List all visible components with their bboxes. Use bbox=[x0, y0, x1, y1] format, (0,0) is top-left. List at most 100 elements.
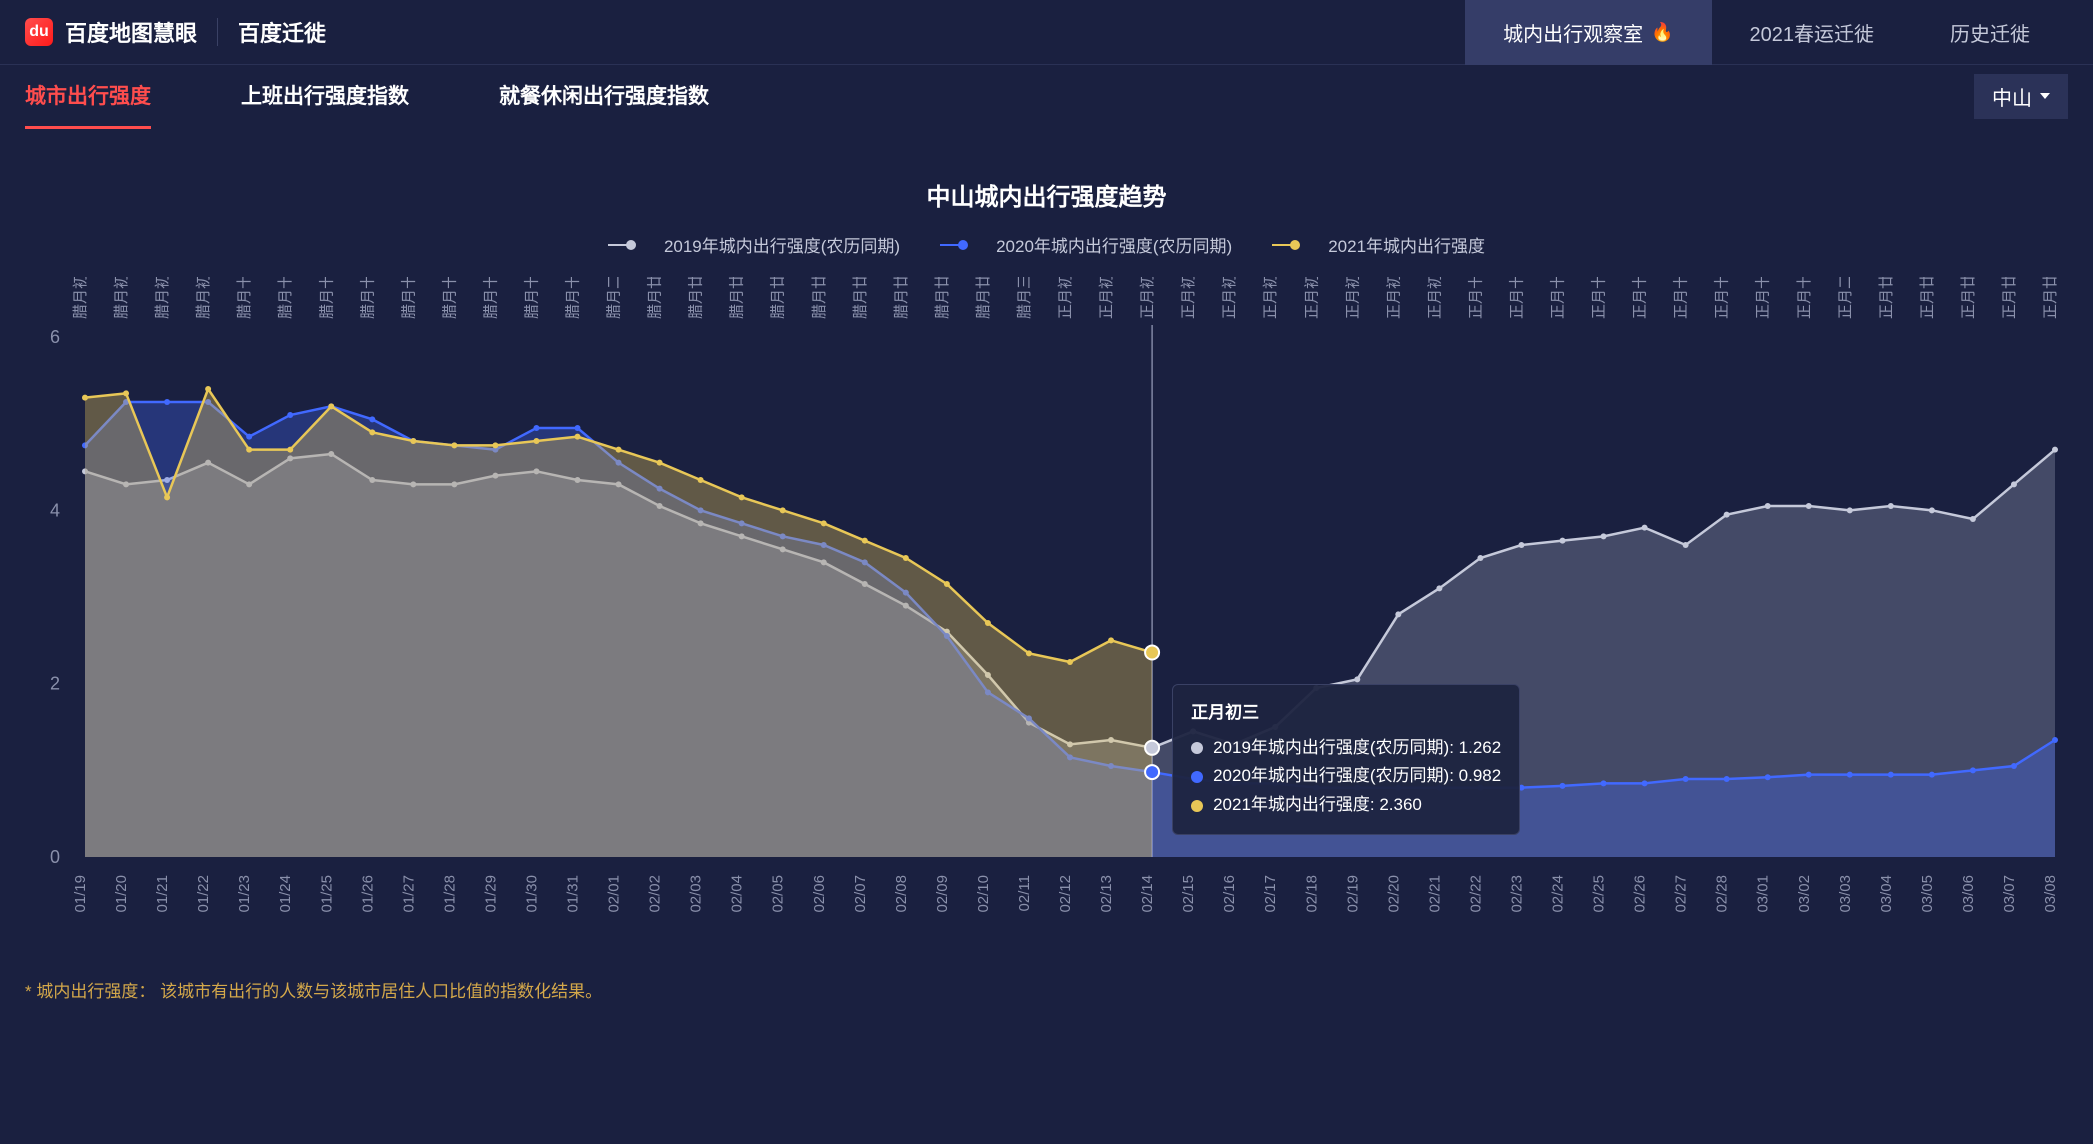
svg-text:02/17: 02/17 bbox=[1262, 875, 1279, 913]
chevron-down-icon bbox=[2040, 93, 2050, 99]
svg-text:腊月初九: 腊月初九 bbox=[154, 277, 171, 319]
legend-label: 2019年城内出行强度(农历同期) bbox=[664, 232, 900, 257]
svg-text:正月廿一: 正月廿一 bbox=[1878, 277, 1895, 319]
chart-container: 中山城内出行强度趋势 2019年城内出行强度(农历同期)2020年城内出行强度(… bbox=[0, 127, 2093, 957]
svg-text:正月初六: 正月初六 bbox=[1262, 277, 1279, 319]
svg-text:02/05: 02/05 bbox=[770, 875, 787, 913]
svg-text:02/07: 02/07 bbox=[852, 875, 869, 913]
legend: 2019年城内出行强度(农历同期) 2020年城内出行强度(农历同期) 2021年城… bbox=[25, 232, 2068, 257]
svg-text:正月廿三: 正月廿三 bbox=[1960, 277, 1977, 319]
svg-text:腊月十九: 腊月十九 bbox=[565, 277, 582, 319]
svg-text:02/18: 02/18 bbox=[1303, 875, 1320, 913]
footnote-label: 城内出行强度： bbox=[36, 982, 155, 1001]
svg-text:01/30: 01/30 bbox=[523, 875, 540, 913]
svg-text:正月初一: 正月初一 bbox=[1057, 277, 1074, 319]
svg-text:正月初三: 正月初三 bbox=[1139, 277, 1156, 319]
svg-text:02/13: 02/13 bbox=[1098, 875, 1115, 913]
legend-item[interactable]: 2020年城内出行强度(农历同期) bbox=[940, 232, 1232, 257]
nav-item[interactable]: 城内出行观察室🔥 bbox=[1465, 0, 1711, 65]
legend-item[interactable]: 2021年城内出行强度 bbox=[1272, 232, 1485, 257]
chart-area: 024601/1901/2001/2101/2201/2301/2401/250… bbox=[25, 277, 2068, 957]
header: du 百度地图慧眼 百度迁徙 城内出行观察室🔥2021春运迁徙历史迁徙 bbox=[0, 0, 2093, 65]
svg-text:腊月十七: 腊月十七 bbox=[482, 277, 499, 319]
nav-item[interactable]: 历史迁徙 bbox=[1912, 0, 2068, 65]
svg-text:02/16: 02/16 bbox=[1221, 875, 1238, 913]
svg-text:腊月三十: 腊月三十 bbox=[1016, 277, 1033, 319]
svg-text:腊月廿八: 腊月廿八 bbox=[934, 277, 951, 319]
svg-text:腊月十六: 腊月十六 bbox=[441, 277, 458, 319]
svg-text:4: 4 bbox=[50, 500, 60, 520]
svg-text:正月十三: 正月十三 bbox=[1550, 277, 1567, 319]
svg-text:02/20: 02/20 bbox=[1385, 875, 1402, 913]
svg-text:腊月十三: 腊月十三 bbox=[318, 277, 335, 319]
footnote: * 城内出行强度： 该城市有出行的人数与该城市居住人口比值的指数化结果。 bbox=[0, 957, 2093, 1002]
header-divider bbox=[217, 18, 218, 46]
svg-text:03/03: 03/03 bbox=[1837, 875, 1854, 913]
svg-text:01/23: 01/23 bbox=[236, 875, 253, 913]
logo-icon: du bbox=[25, 18, 53, 46]
svg-text:02/23: 02/23 bbox=[1508, 875, 1525, 913]
svg-text:02/08: 02/08 bbox=[893, 875, 910, 913]
svg-text:正月十六: 正月十六 bbox=[1673, 277, 1690, 319]
svg-text:腊月初十: 腊月初十 bbox=[195, 277, 212, 319]
svg-text:腊月廿六: 腊月廿六 bbox=[852, 277, 869, 319]
nav-right: 城内出行观察室🔥2021春运迁徙历史迁徙 bbox=[1465, 0, 2068, 65]
svg-text:03/01: 03/01 bbox=[1755, 875, 1772, 913]
svg-text:02/02: 02/02 bbox=[647, 875, 664, 913]
tab[interactable]: 城市出行强度 bbox=[25, 64, 151, 129]
svg-text:正月十四: 正月十四 bbox=[1591, 277, 1608, 319]
svg-text:腊月廿二: 腊月廿二 bbox=[688, 277, 705, 319]
svg-text:02/26: 02/26 bbox=[1632, 875, 1649, 913]
tabs-row: 城市出行强度 上班出行强度指数 就餐休闲出行强度指数 中山 bbox=[0, 65, 2093, 127]
svg-text:02/01: 02/01 bbox=[606, 875, 623, 913]
svg-text:02/24: 02/24 bbox=[1550, 875, 1567, 913]
legend-item[interactable]: 2019年城内出行强度(农历同期) bbox=[608, 232, 900, 257]
city-select[interactable]: 中山 bbox=[1974, 74, 2068, 119]
tab[interactable]: 上班出行强度指数 bbox=[241, 64, 409, 129]
svg-text:腊月廿四: 腊月廿四 bbox=[770, 277, 787, 319]
svg-text:01/31: 01/31 bbox=[565, 875, 582, 913]
svg-text:正月廿四: 正月廿四 bbox=[2001, 277, 2018, 319]
svg-text:01/21: 01/21 bbox=[154, 875, 171, 913]
svg-text:腊月廿九: 腊月廿九 bbox=[975, 277, 992, 319]
svg-text:正月廿五: 正月廿五 bbox=[2042, 277, 2059, 319]
city-select-label: 中山 bbox=[1992, 82, 2032, 111]
svg-text:03/08: 03/08 bbox=[2042, 875, 2059, 913]
svg-text:02/09: 02/09 bbox=[934, 875, 951, 913]
svg-text:03/06: 03/06 bbox=[1960, 875, 1977, 913]
svg-text:01/22: 01/22 bbox=[195, 875, 212, 913]
svg-text:02/03: 02/03 bbox=[688, 875, 705, 913]
svg-text:02/22: 02/22 bbox=[1467, 875, 1484, 913]
logo-section: du 百度地图慧眼 bbox=[25, 16, 197, 48]
svg-text:6: 6 bbox=[50, 327, 60, 347]
svg-text:2: 2 bbox=[50, 674, 60, 694]
svg-text:02/10: 02/10 bbox=[975, 875, 992, 913]
svg-text:02/21: 02/21 bbox=[1426, 875, 1443, 913]
svg-text:腊月十四: 腊月十四 bbox=[359, 277, 376, 319]
svg-text:腊月十一: 腊月十一 bbox=[236, 277, 253, 319]
svg-text:正月十五: 正月十五 bbox=[1632, 277, 1649, 319]
svg-text:正月初四: 正月初四 bbox=[1180, 277, 1197, 319]
line-chart[interactable]: 024601/1901/2001/2101/2201/2301/2401/250… bbox=[25, 277, 2065, 957]
svg-text:02/11: 02/11 bbox=[1016, 875, 1033, 911]
svg-text:腊月廿七: 腊月廿七 bbox=[893, 277, 910, 319]
svg-text:正月廿二: 正月廿二 bbox=[1919, 277, 1936, 319]
svg-text:腊月十二: 腊月十二 bbox=[277, 277, 294, 319]
svg-text:正月二十: 正月二十 bbox=[1837, 277, 1854, 319]
svg-text:腊月廿五: 腊月廿五 bbox=[811, 277, 828, 319]
svg-text:正月初九: 正月初九 bbox=[1385, 277, 1402, 319]
svg-text:01/26: 01/26 bbox=[359, 875, 376, 913]
legend-label: 2020年城内出行强度(农历同期) bbox=[996, 232, 1232, 257]
tab[interactable]: 就餐休闲出行强度指数 bbox=[499, 64, 709, 129]
svg-text:正月初五: 正月初五 bbox=[1221, 277, 1238, 319]
svg-text:02/15: 02/15 bbox=[1180, 875, 1197, 913]
svg-text:正月初二: 正月初二 bbox=[1098, 277, 1115, 319]
svg-text:01/24: 01/24 bbox=[277, 875, 294, 913]
svg-text:03/07: 03/07 bbox=[2001, 875, 2018, 913]
svg-text:正月初七: 正月初七 bbox=[1303, 277, 1320, 319]
svg-text:腊月廿一: 腊月廿一 bbox=[647, 277, 664, 319]
svg-text:01/29: 01/29 bbox=[482, 875, 499, 913]
fire-icon: 🔥 bbox=[1651, 22, 1673, 43]
svg-text:02/12: 02/12 bbox=[1057, 875, 1074, 913]
nav-item[interactable]: 2021春运迁徙 bbox=[1712, 0, 1913, 65]
